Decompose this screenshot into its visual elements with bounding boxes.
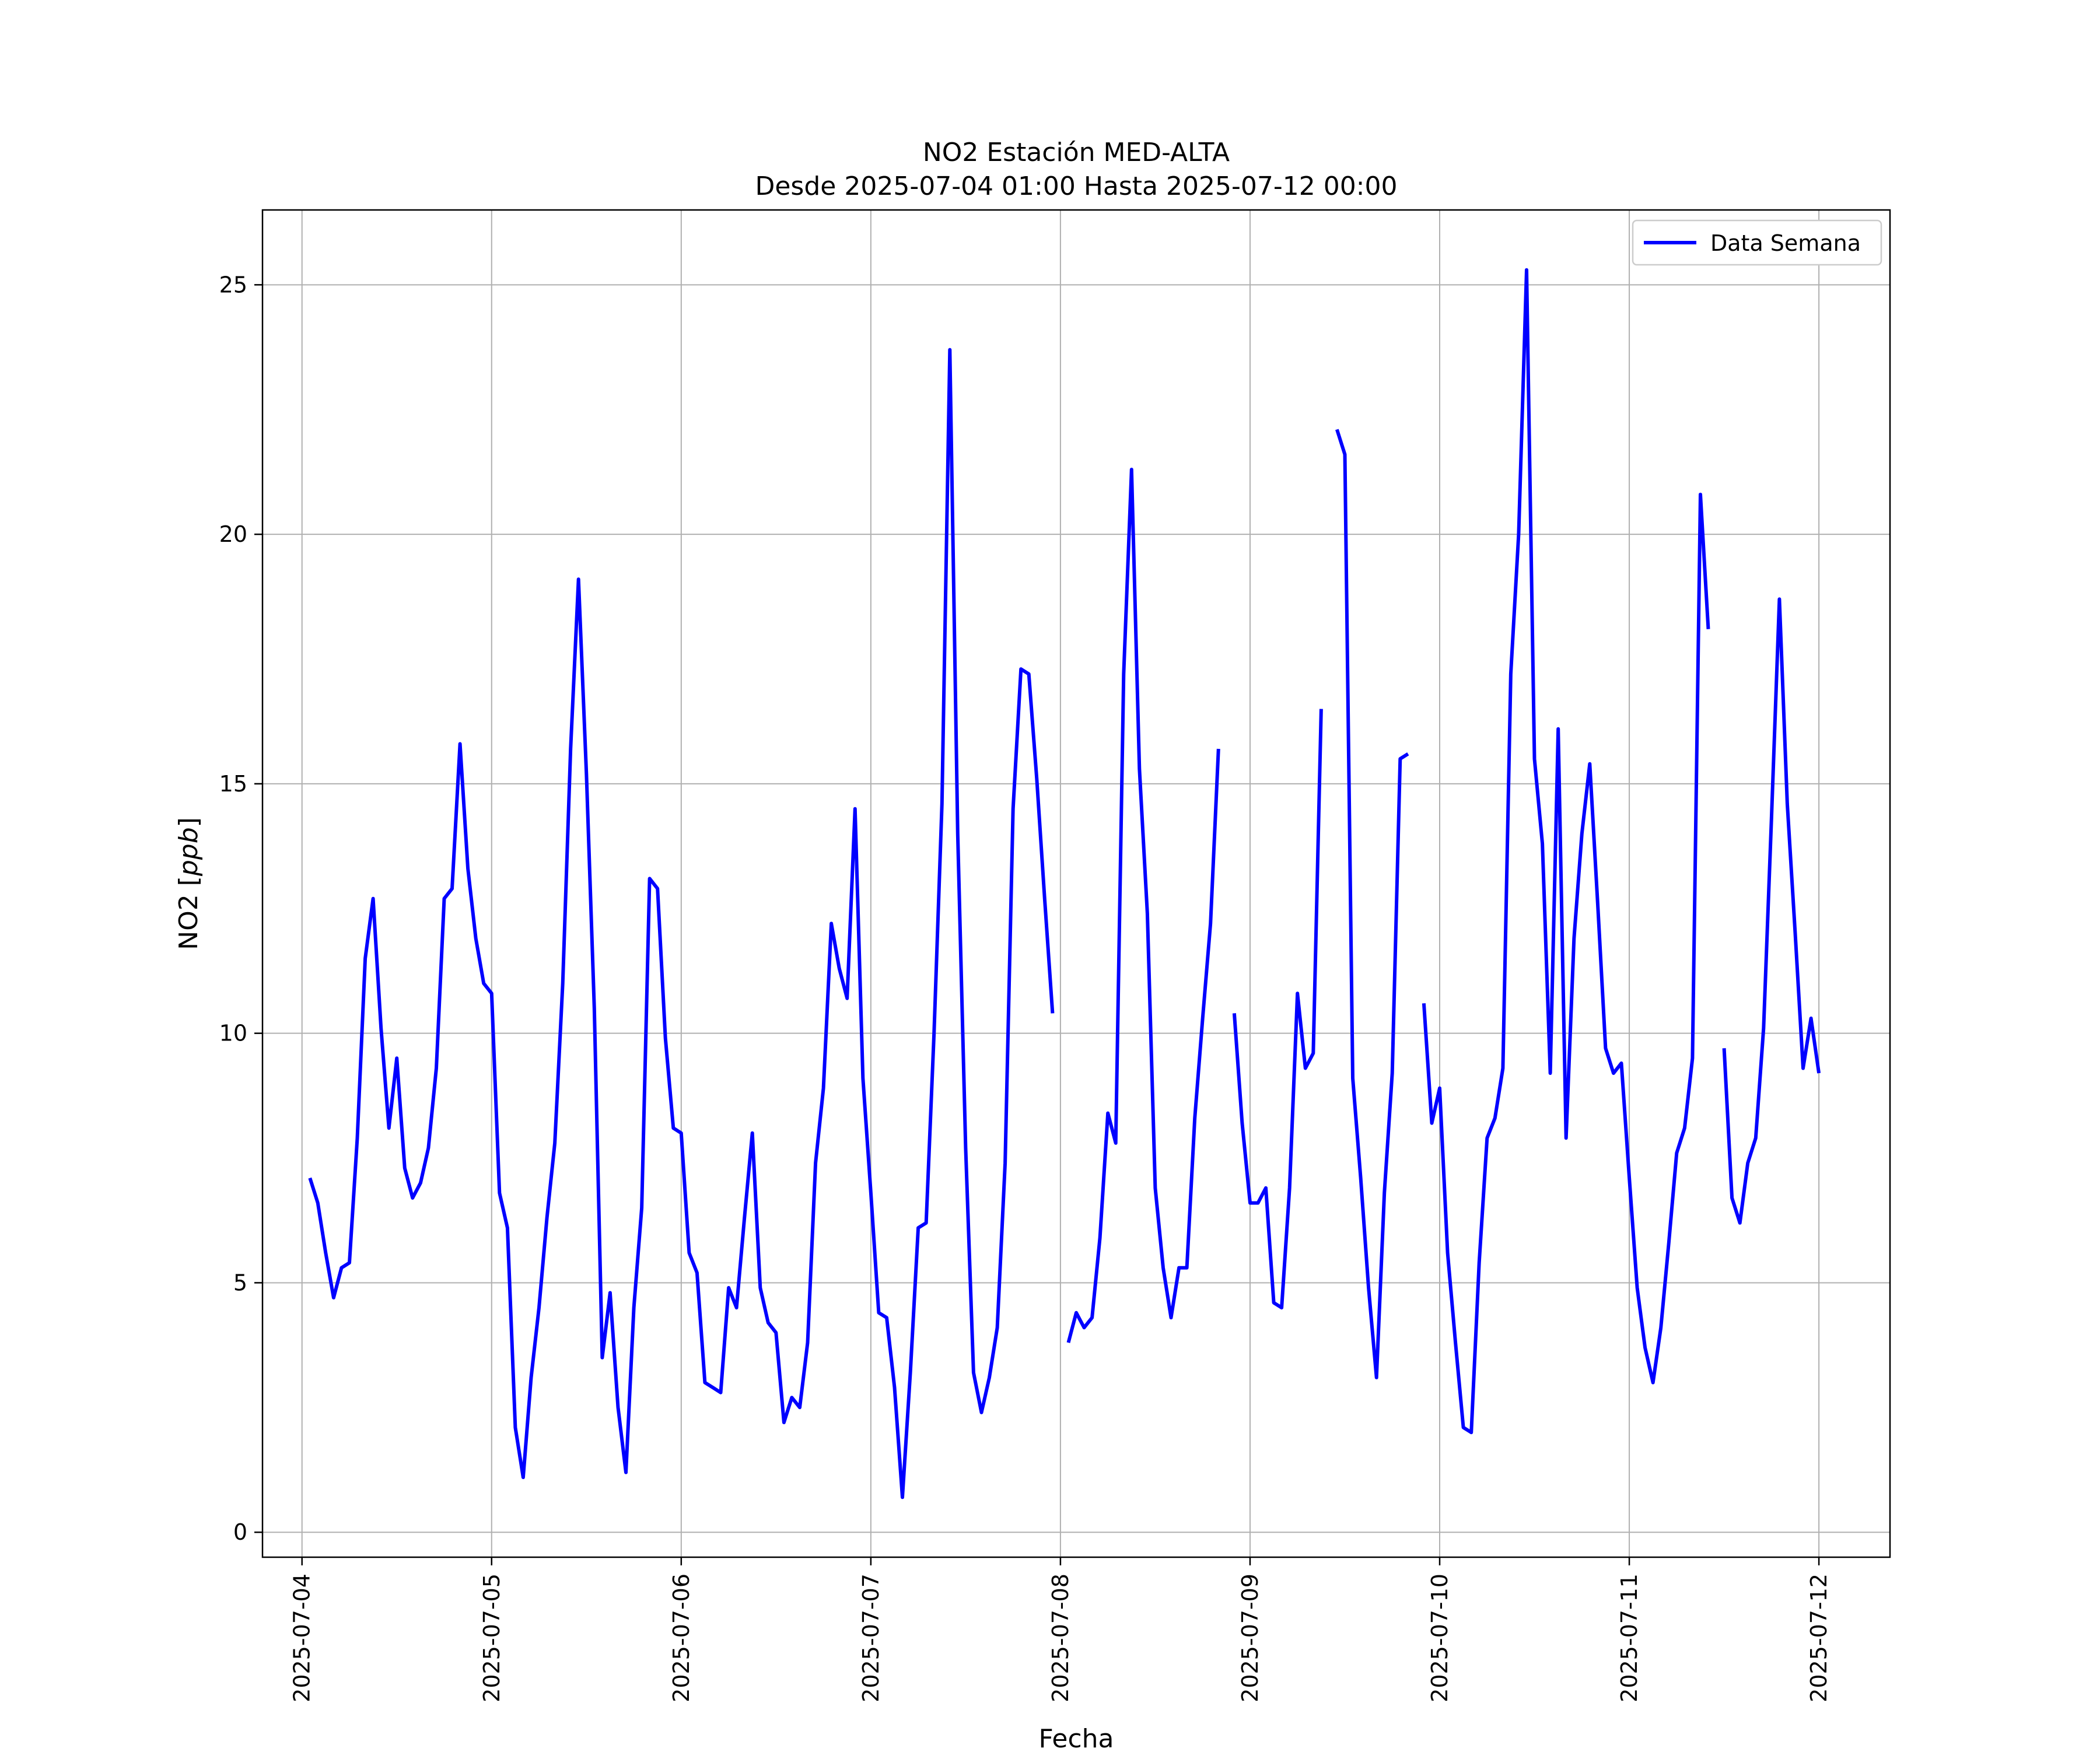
x-tick-label: 2025-07-06 [668,1574,694,1702]
y-tick-label: 10 [219,1021,247,1046]
series-line-segment [1335,429,1409,1379]
legend: Data Semana [1632,219,1882,266]
x-tick-label: 2025-07-04 [289,1574,315,1702]
series-line-segment [1722,597,1821,1225]
x-tick-label: 2025-07-05 [479,1574,505,1702]
legend-box [1632,219,1882,266]
x-tick-label: 2025-07-11 [1616,1574,1642,1702]
y-tick-label: 0 [233,1519,247,1545]
y-tick-label: 25 [219,272,247,297]
chart-title: NO2 Estación MED-ALTA [923,138,1230,167]
x-axis-label: Fecha [1038,1724,1114,1750]
series-line-segment [1066,467,1220,1343]
grid-lines [262,210,1890,1557]
legend-label-data-semana: Data Semana [1710,230,1861,256]
y-tick-label: 15 [219,771,247,797]
series-line-segment [1232,709,1323,1310]
x-tick-label: 2025-07-12 [1806,1574,1832,1702]
x-axis: 2025-07-04 2025-07-05 2025-07-06 2025-07-07… [289,1557,1832,1702]
x-tick-label: 2025-07-09 [1237,1574,1263,1702]
series-layer [308,268,1821,1499]
y-tick-label: 20 [219,521,247,547]
y-tick-label: 5 [233,1270,247,1295]
x-tick-label: 2025-07-08 [1048,1574,1073,1702]
plot-area-frame [261,209,1891,1558]
x-tick-label: 2025-07-07 [858,1574,884,1702]
y-axis: 0 5 10 15 20 25 [219,272,262,1545]
series-line-segment [308,348,1055,1499]
y-axis-label: NO2 [ppb] [174,817,204,950]
series-line-segment [1422,268,1710,1435]
x-tick-label: 2025-07-10 [1427,1574,1452,1702]
chart-subtitle: Desde 2025-07-04 01:00 Hasta 2025-07-12 … [755,171,1397,201]
